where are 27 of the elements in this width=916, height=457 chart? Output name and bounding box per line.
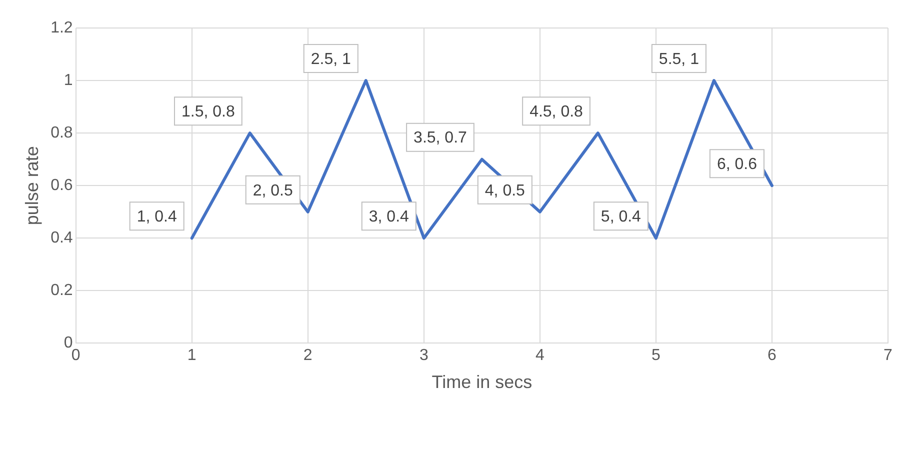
y-tick-label: 1 <box>64 72 73 89</box>
y-tick-label: 1.2 <box>50 19 73 36</box>
y-tick-label: 0.6 <box>50 177 73 194</box>
x-axis-title: Time in secs <box>432 372 532 392</box>
data-label: 1.5, 0.8 <box>182 103 235 120</box>
x-tick-label: 5 <box>652 347 660 364</box>
data-label: 4, 0.5 <box>484 182 526 200</box>
data-label: 3.5, 0.7 <box>414 130 468 147</box>
data-label: 3, 0.4 <box>368 208 410 226</box>
y-axis-title: pulse rate <box>22 146 42 226</box>
y-tick-label: 0.8 <box>50 124 73 142</box>
data-label: 1, 0.4 <box>136 208 177 226</box>
data-label: 6, 0.6 <box>716 156 758 174</box>
data-label: 2, 0.5 <box>252 182 293 200</box>
data-label: 5.5, 1 <box>658 50 700 68</box>
x-tick-label: 7 <box>884 347 893 364</box>
y-tick-label: 0 <box>64 334 73 352</box>
y-tick-label: 0.4 <box>50 230 73 247</box>
x-tick-label: 3 <box>419 347 428 364</box>
data-label: 5, 0.4 <box>600 208 642 226</box>
data-label: 4.5, 0.8 <box>530 103 584 120</box>
data-label: 2.5, 1 <box>310 50 351 68</box>
x-tick-label: 2 <box>303 347 312 364</box>
y-tick-label: 0.2 <box>50 282 73 300</box>
x-tick-label: 6 <box>768 347 777 364</box>
x-tick-label: 1 <box>187 347 196 364</box>
x-tick-label: 4 <box>535 347 544 364</box>
